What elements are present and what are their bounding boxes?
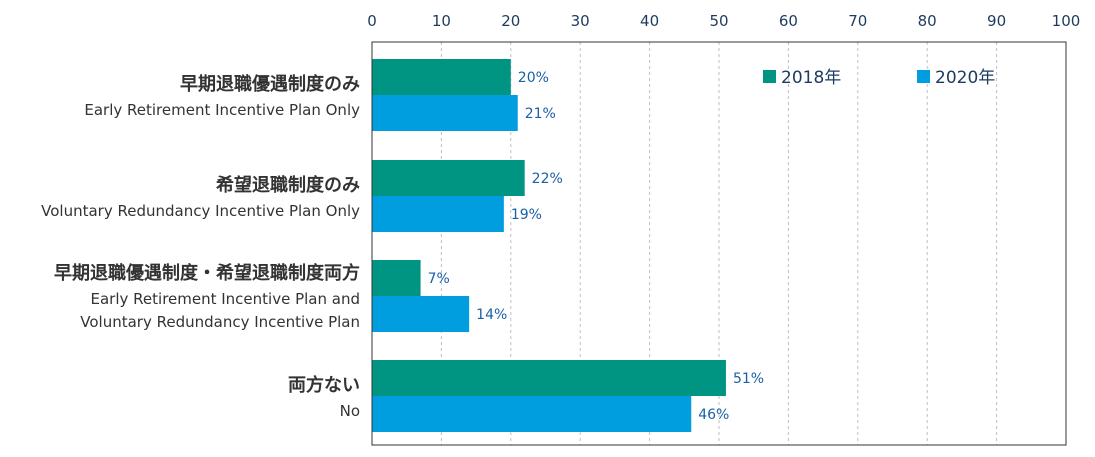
x-tick-label: 80	[918, 12, 937, 30]
plot-frame	[371, 41, 1067, 446]
bar	[372, 260, 421, 296]
x-tick-label: 20	[501, 12, 520, 30]
category-label-ja: 両方ない	[288, 374, 360, 396]
data-label: 19%	[511, 207, 542, 223]
bar	[372, 360, 726, 396]
category-labels: 早期退職優遇制度のみ Early Retirement Incentive Pla…	[41, 73, 360, 420]
bar	[372, 160, 525, 196]
data-label: 14%	[476, 307, 507, 323]
x-tick-label: 100	[1052, 12, 1081, 30]
category-label-en: Early Retirement Incentive Plan and	[91, 290, 360, 308]
legend-swatch	[763, 70, 776, 83]
category-label-en: Voluntary Redundancy Incentive Plan Only	[41, 202, 360, 220]
x-axis-ticks: 0 10 20 30 40 50 60 70 80 90 100	[367, 12, 1080, 30]
data-labels: 20% 21% 22% 19% 7% 14% 51% 46%	[428, 70, 764, 423]
bar	[372, 396, 692, 432]
bars	[372, 59, 726, 432]
category-label-ja: 早期退職優遇制度・希望退職制度両方	[54, 262, 360, 284]
data-label: 7%	[428, 271, 450, 287]
x-tick-label: 90	[987, 12, 1006, 30]
x-tick-label: 60	[779, 12, 798, 30]
legend: 2018年 2020年	[763, 68, 995, 88]
data-label: 21%	[525, 106, 556, 122]
category-label-ja: 早期退職優遇制度のみ	[180, 73, 360, 95]
bar	[372, 296, 470, 332]
data-label: 51%	[733, 371, 764, 387]
category-label-en: Voluntary Redundancy Incentive Plan	[80, 313, 360, 331]
legend-swatch	[917, 70, 930, 83]
x-tick-label: 50	[709, 12, 728, 30]
data-label: 22%	[532, 171, 563, 187]
data-label: 46%	[698, 407, 729, 423]
x-tick-label: 70	[848, 12, 867, 30]
bar	[372, 59, 511, 95]
legend-label: 2018年	[781, 68, 841, 88]
bar	[372, 95, 518, 131]
category-label-en: Early Retirement Incentive Plan Only	[84, 101, 360, 119]
category-label-ja: 希望退職制度のみ	[216, 174, 360, 196]
x-tick-label: 10	[432, 12, 451, 30]
x-tick-label: 0	[367, 12, 377, 30]
legend-label: 2020年	[935, 68, 995, 88]
bar	[372, 196, 504, 232]
x-tick-label: 30	[571, 12, 590, 30]
x-tick-label: 40	[640, 12, 659, 30]
category-label-en: No	[340, 402, 360, 420]
data-label: 20%	[518, 70, 549, 86]
